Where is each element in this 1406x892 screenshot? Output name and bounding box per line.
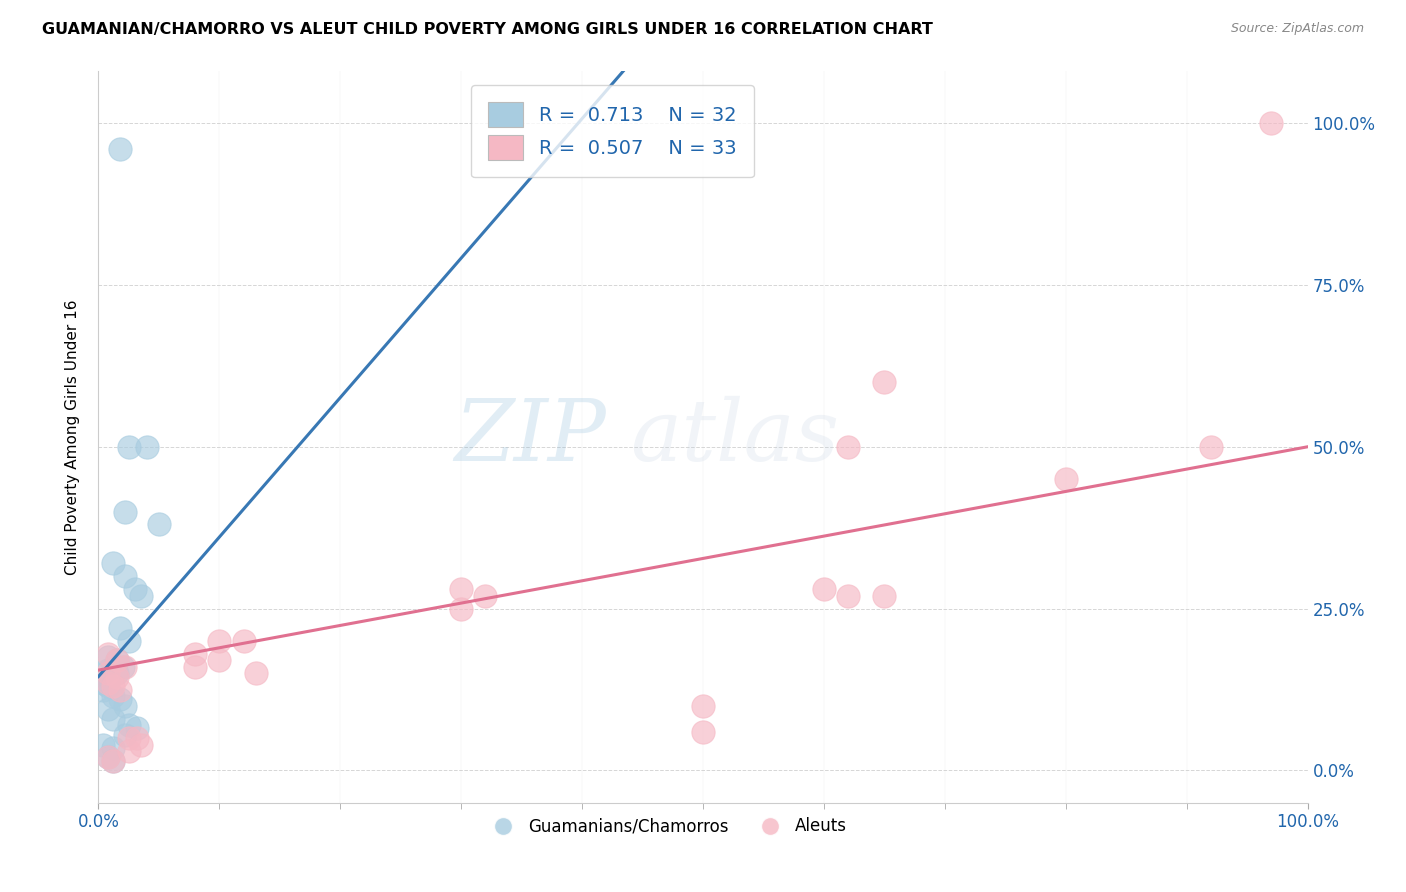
- Point: [118, 718, 141, 732]
- Point: [813, 582, 835, 597]
- Point: [97, 679, 120, 693]
- Text: Source: ZipAtlas.com: Source: ZipAtlas.com: [1230, 22, 1364, 36]
- Point: [97, 647, 120, 661]
- Point: [1199, 440, 1222, 454]
- Point: [101, 754, 124, 768]
- Point: [105, 653, 128, 667]
- Point: [101, 679, 124, 693]
- Point: [91, 738, 114, 752]
- Point: [837, 589, 859, 603]
- Text: atlas: atlas: [630, 396, 839, 478]
- Point: [114, 660, 136, 674]
- Point: [232, 634, 254, 648]
- Point: [111, 660, 134, 674]
- Point: [105, 666, 128, 681]
- Point: [837, 440, 859, 454]
- Point: [97, 702, 120, 716]
- Point: [118, 731, 141, 745]
- Point: [105, 669, 128, 683]
- Point: [114, 698, 136, 713]
- Point: [91, 682, 114, 697]
- Point: [108, 621, 131, 635]
- Point: [101, 689, 124, 703]
- Point: [97, 663, 120, 677]
- Point: [127, 731, 149, 745]
- Point: [873, 375, 896, 389]
- Point: [124, 582, 146, 597]
- Point: [135, 440, 157, 454]
- Point: [450, 582, 472, 597]
- Text: GUAMANIAN/CHAMORRO VS ALEUT CHILD POVERTY AMONG GIRLS UNDER 16 CORRELATION CHART: GUAMANIAN/CHAMORRO VS ALEUT CHILD POVERT…: [42, 22, 934, 37]
- Point: [91, 676, 114, 690]
- Point: [474, 589, 496, 603]
- Point: [118, 440, 141, 454]
- Point: [97, 676, 120, 690]
- Point: [450, 601, 472, 615]
- Point: [692, 724, 714, 739]
- Point: [97, 750, 120, 764]
- Point: [208, 653, 231, 667]
- Point: [184, 647, 207, 661]
- Y-axis label: Child Poverty Among Girls Under 16: Child Poverty Among Girls Under 16: [65, 300, 80, 574]
- Point: [108, 682, 131, 697]
- Point: [245, 666, 267, 681]
- Point: [114, 728, 136, 742]
- Point: [114, 504, 136, 518]
- Point: [148, 517, 170, 532]
- Point: [873, 589, 896, 603]
- Point: [97, 650, 120, 665]
- Point: [101, 557, 124, 571]
- Point: [97, 666, 120, 681]
- Point: [101, 740, 124, 755]
- Point: [118, 634, 141, 648]
- Point: [101, 712, 124, 726]
- Point: [97, 669, 120, 683]
- Point: [101, 754, 124, 768]
- Point: [129, 589, 152, 603]
- Point: [118, 744, 141, 758]
- Point: [127, 722, 149, 736]
- Point: [184, 660, 207, 674]
- Point: [105, 653, 128, 667]
- Point: [108, 692, 131, 706]
- Point: [97, 750, 120, 764]
- Point: [129, 738, 152, 752]
- Point: [108, 142, 131, 156]
- Point: [1054, 472, 1077, 486]
- Legend: Guamanians/Chamorros, Aleuts: Guamanians/Chamorros, Aleuts: [479, 811, 853, 842]
- Point: [208, 634, 231, 648]
- Point: [1260, 116, 1282, 130]
- Point: [692, 698, 714, 713]
- Text: ZIP: ZIP: [454, 396, 606, 478]
- Point: [114, 569, 136, 583]
